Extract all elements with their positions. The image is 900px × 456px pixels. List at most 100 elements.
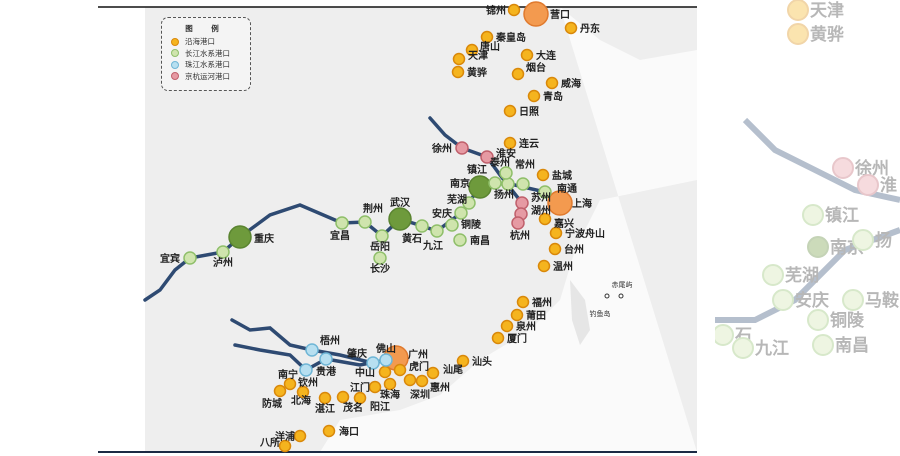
port-label: 秦皇岛 bbox=[495, 31, 526, 44]
port-marker[interactable] bbox=[468, 175, 492, 199]
port-marker[interactable] bbox=[507, 3, 521, 17]
port-marker[interactable] bbox=[455, 141, 469, 155]
port-marker[interactable] bbox=[456, 354, 470, 368]
port-marker[interactable] bbox=[375, 229, 389, 243]
port-marker[interactable] bbox=[520, 48, 534, 62]
faded-label: 扬 bbox=[875, 230, 892, 251]
port-marker[interactable] bbox=[523, 1, 549, 27]
port-marker[interactable] bbox=[296, 385, 310, 399]
port-marker[interactable] bbox=[305, 343, 319, 357]
port-marker[interactable] bbox=[511, 216, 525, 230]
legend-label: 京杭运河港口 bbox=[185, 71, 230, 81]
river-line bbox=[715, 227, 900, 323]
port-marker[interactable] bbox=[538, 212, 552, 226]
faded-label: 马鞍山 bbox=[865, 290, 900, 311]
port-marker[interactable] bbox=[453, 233, 467, 247]
port-marker[interactable] bbox=[500, 319, 514, 333]
port-label: 南通 bbox=[557, 182, 577, 195]
legend-label: 沿海港口 bbox=[185, 37, 215, 47]
port-marker[interactable] bbox=[322, 424, 336, 438]
port-marker[interactable] bbox=[358, 215, 372, 229]
legend-item-pearl: 珠江水系港口 bbox=[162, 59, 250, 71]
port-marker[interactable] bbox=[538, 185, 552, 199]
port-marker[interactable] bbox=[318, 391, 332, 405]
port-marker[interactable] bbox=[445, 218, 459, 232]
port-marker[interactable] bbox=[452, 52, 466, 66]
port-marker bbox=[812, 334, 834, 356]
port-marker[interactable] bbox=[537, 259, 551, 273]
port-marker[interactable] bbox=[503, 104, 517, 118]
port-marker[interactable] bbox=[373, 251, 387, 265]
port-marker bbox=[807, 309, 829, 331]
port-label: 八所 bbox=[259, 436, 280, 449]
port-marker bbox=[802, 204, 824, 226]
port-marker[interactable] bbox=[415, 219, 429, 233]
port-marker[interactable] bbox=[426, 366, 440, 380]
port-marker[interactable] bbox=[335, 216, 349, 230]
port-label: 日照 bbox=[519, 106, 539, 118]
port-marker[interactable] bbox=[480, 150, 494, 164]
port-label: 江门 bbox=[350, 381, 370, 394]
port-marker[interactable] bbox=[515, 196, 529, 210]
port-marker[interactable] bbox=[527, 89, 541, 103]
port-marker[interactable] bbox=[545, 76, 559, 90]
port-label: 泉州 bbox=[515, 320, 536, 333]
port-marker[interactable] bbox=[379, 353, 393, 367]
legend-title: 图 例 bbox=[185, 24, 227, 33]
port-marker[interactable] bbox=[491, 331, 505, 345]
port-label: 海口 bbox=[339, 425, 359, 438]
port-marker[interactable] bbox=[511, 67, 525, 81]
port-marker[interactable] bbox=[516, 295, 530, 309]
port-marker[interactable] bbox=[430, 224, 444, 238]
port-label: 钦州 bbox=[298, 376, 318, 389]
port-marker[interactable] bbox=[548, 242, 562, 256]
port-marker[interactable] bbox=[388, 207, 412, 231]
port-marker[interactable] bbox=[465, 43, 479, 57]
faded-label: 石 bbox=[734, 326, 752, 346]
port-label: 梧州 bbox=[320, 334, 340, 347]
port-marker[interactable] bbox=[216, 245, 230, 259]
legend-item-coastal: 沿海港口 bbox=[162, 36, 250, 48]
port-marker[interactable] bbox=[273, 384, 287, 398]
port-marker[interactable] bbox=[501, 177, 515, 191]
faded-label: 南昌 bbox=[835, 335, 869, 356]
port-marker[interactable] bbox=[415, 374, 429, 388]
port-marker[interactable] bbox=[278, 439, 292, 453]
port-marker[interactable] bbox=[516, 177, 530, 191]
port-label: 徐州 bbox=[431, 142, 452, 155]
port-label: 南宁 bbox=[278, 368, 298, 381]
port-marker[interactable] bbox=[564, 21, 578, 35]
port-marker[interactable] bbox=[319, 352, 333, 366]
port-marker[interactable] bbox=[403, 373, 417, 387]
port-marker[interactable] bbox=[336, 390, 350, 404]
port-marker[interactable] bbox=[510, 308, 524, 322]
port-marker[interactable] bbox=[454, 206, 468, 220]
port-label: 九江 bbox=[422, 239, 443, 252]
port-marker[interactable] bbox=[183, 251, 197, 265]
port-marker[interactable] bbox=[547, 190, 573, 216]
port-label: 荆州 bbox=[363, 202, 383, 215]
port-marker[interactable] bbox=[536, 168, 550, 182]
port-marker[interactable] bbox=[393, 363, 407, 377]
port-marker[interactable] bbox=[480, 30, 494, 44]
faded-label: 淮 bbox=[880, 176, 897, 196]
port-label: 洋浦 bbox=[275, 430, 295, 443]
pearl-port-icon bbox=[171, 60, 179, 69]
port-marker[interactable] bbox=[499, 166, 513, 180]
port-marker[interactable] bbox=[378, 365, 392, 379]
port-marker[interactable] bbox=[366, 356, 380, 370]
port-marker[interactable] bbox=[353, 391, 367, 405]
port-marker[interactable] bbox=[368, 380, 382, 394]
port-marker[interactable] bbox=[488, 176, 502, 190]
port-marker[interactable] bbox=[293, 429, 307, 443]
port-marker[interactable] bbox=[299, 363, 313, 377]
port-marker[interactable] bbox=[503, 136, 517, 150]
port-label: 烟台 bbox=[526, 61, 546, 74]
port-marker[interactable] bbox=[462, 196, 476, 210]
port-marker[interactable] bbox=[451, 65, 465, 79]
port-marker[interactable] bbox=[283, 377, 297, 391]
port-marker[interactable] bbox=[383, 377, 397, 391]
port-marker[interactable] bbox=[549, 226, 563, 240]
port-marker[interactable] bbox=[228, 225, 252, 249]
